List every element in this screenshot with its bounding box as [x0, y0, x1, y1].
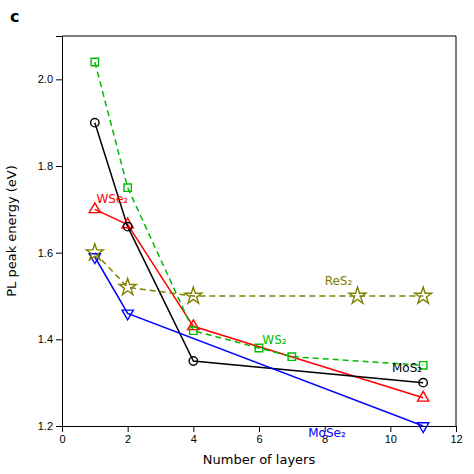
series-line	[95, 257, 423, 426]
x-axis: 024681012	[59, 426, 462, 445]
tick-label: 1.4	[38, 333, 53, 345]
point	[418, 423, 429, 433]
lines	[95, 62, 423, 426]
title: c	[10, 7, 19, 26]
points	[86, 58, 431, 432]
y-axis-title: PL peak energy (eV)	[4, 165, 19, 297]
tick: 1.2	[38, 420, 62, 432]
tick: 1.6	[38, 247, 62, 259]
tick-mark	[390, 426, 391, 432]
tick-mark	[128, 426, 129, 432]
tick-mark	[56, 339, 62, 340]
point	[185, 287, 202, 303]
point	[124, 184, 131, 191]
tick-label: 2	[125, 433, 131, 445]
annotation: MoSe₂	[308, 426, 346, 440]
series-line	[95, 253, 423, 296]
chart: 0246810121.21.41.61.82.0WSe₂WS₂MoS₂MoSe₂…	[0, 0, 474, 474]
tick-label: 1.2	[38, 420, 53, 432]
tick: 10	[385, 426, 397, 445]
annotation: WSe₂	[96, 192, 128, 206]
tick-mark	[193, 426, 194, 432]
point	[86, 244, 103, 260]
tick-label: 0	[59, 433, 65, 445]
point	[288, 353, 295, 360]
tick-label: 4	[191, 433, 197, 445]
tick: 2.0	[38, 73, 62, 85]
annotation: MoS₂	[392, 361, 422, 375]
annotation: WS₂	[262, 333, 286, 347]
point	[122, 310, 133, 320]
tick: 12	[450, 426, 462, 445]
frame	[62, 36, 456, 37]
series-line	[95, 209, 423, 398]
annotations: WSe₂ WS₂ MoS₂ MoSe₂ ReS₂	[96, 192, 422, 440]
tick: 1.4	[38, 333, 62, 345]
tick-mark	[56, 253, 62, 254]
x-axis-title: Number of layers	[203, 452, 316, 467]
tick: 4	[191, 426, 197, 445]
tick-mark	[56, 426, 62, 427]
tick-mark	[456, 426, 457, 432]
annotation: ReS₂	[325, 274, 353, 288]
point	[418, 391, 429, 401]
tick: 1.8	[38, 160, 62, 172]
point	[419, 378, 427, 386]
point	[119, 278, 136, 294]
point	[91, 118, 99, 126]
y-axis-line	[56, 37, 63, 427]
tick-mark	[259, 426, 260, 432]
tick: 6	[256, 426, 262, 445]
point	[349, 287, 366, 303]
tick: 0	[59, 426, 65, 445]
x-axis-line	[63, 427, 457, 433]
plot: 0246810121.21.41.61.82.0WSe₂WS₂MoS₂MoSe₂…	[38, 36, 463, 445]
point	[189, 357, 197, 365]
tick-label: 6	[256, 433, 262, 445]
tick-label: 12	[450, 433, 462, 445]
tick-mark	[56, 79, 62, 80]
tick-label: 2.0	[38, 73, 53, 85]
tick-label: 1.8	[38, 160, 53, 172]
series-line	[95, 123, 423, 383]
tick-label: 10	[385, 433, 397, 445]
point	[91, 58, 98, 65]
point	[190, 327, 197, 334]
tick: 2	[125, 426, 131, 445]
tick-label: 1.6	[38, 247, 53, 259]
point	[415, 287, 432, 303]
tick-mark	[56, 166, 62, 167]
y-axis: 1.2 1.4 1.6 1.8 2.0	[38, 37, 63, 433]
point	[123, 222, 131, 230]
frame	[456, 36, 457, 426]
